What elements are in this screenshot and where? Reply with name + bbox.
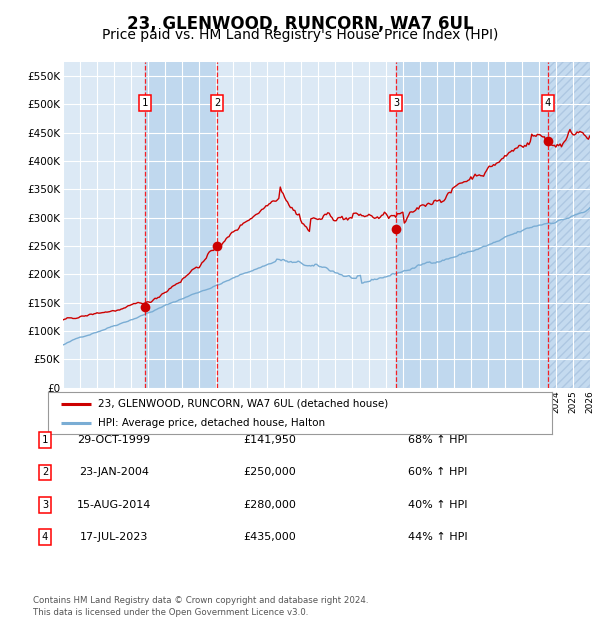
Bar bbox=[145, 62, 217, 388]
Text: 15-AUG-2014: 15-AUG-2014 bbox=[77, 500, 151, 510]
Text: 1: 1 bbox=[142, 98, 148, 108]
Text: 23, GLENWOOD, RUNCORN, WA7 6UL (detached house): 23, GLENWOOD, RUNCORN, WA7 6UL (detached… bbox=[98, 399, 389, 409]
Text: 3: 3 bbox=[393, 98, 400, 108]
Bar bbox=[397, 62, 548, 388]
Text: 23-JAN-2004: 23-JAN-2004 bbox=[79, 467, 149, 477]
Text: £250,000: £250,000 bbox=[244, 467, 296, 477]
Text: 1: 1 bbox=[42, 435, 48, 445]
Text: £435,000: £435,000 bbox=[244, 532, 296, 542]
Text: 40% ↑ HPI: 40% ↑ HPI bbox=[408, 500, 467, 510]
Text: 2: 2 bbox=[214, 98, 220, 108]
Text: £280,000: £280,000 bbox=[244, 500, 296, 510]
Text: 29-OCT-1999: 29-OCT-1999 bbox=[77, 435, 151, 445]
Text: 23, GLENWOOD, RUNCORN, WA7 6UL: 23, GLENWOOD, RUNCORN, WA7 6UL bbox=[127, 16, 473, 33]
Text: 17-JUL-2023: 17-JUL-2023 bbox=[80, 532, 148, 542]
Text: 44% ↑ HPI: 44% ↑ HPI bbox=[408, 532, 467, 542]
Text: Contains HM Land Registry data © Crown copyright and database right 2024.
This d: Contains HM Land Registry data © Crown c… bbox=[33, 596, 368, 617]
Text: 3: 3 bbox=[42, 500, 48, 510]
Text: £141,950: £141,950 bbox=[244, 435, 296, 445]
Text: Price paid vs. HM Land Registry's House Price Index (HPI): Price paid vs. HM Land Registry's House … bbox=[102, 28, 498, 42]
Text: 2: 2 bbox=[42, 467, 48, 477]
Text: HPI: Average price, detached house, Halton: HPI: Average price, detached house, Halt… bbox=[98, 418, 326, 428]
Text: 60% ↑ HPI: 60% ↑ HPI bbox=[408, 467, 467, 477]
Text: 4: 4 bbox=[545, 98, 551, 108]
Text: 4: 4 bbox=[42, 532, 48, 542]
Text: 68% ↑ HPI: 68% ↑ HPI bbox=[408, 435, 467, 445]
Bar bbox=[548, 62, 590, 388]
